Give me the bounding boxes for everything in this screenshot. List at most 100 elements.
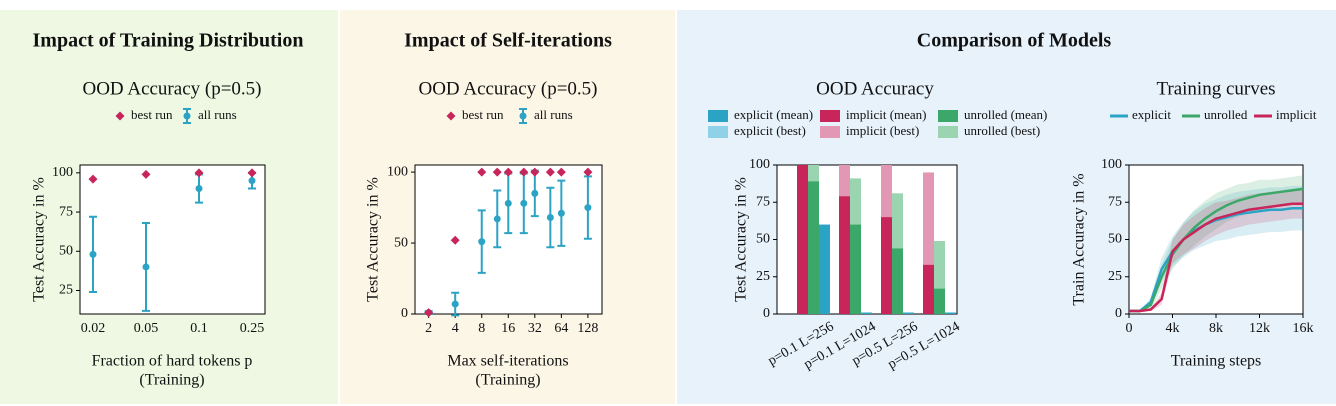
line [1129,202,1303,313]
panel-title: Comparison of Models [917,30,1112,52]
legend-symbol [115,111,125,121]
y-tick-label: 25 [59,283,73,298]
x-tick-label: 0.1 [190,321,208,336]
legend-label: unrolled (mean) [964,107,1047,122]
legend-label: best run [462,107,504,122]
point [557,209,565,217]
bar [850,224,861,314]
point [142,263,150,271]
x-axis-label: Training steps [1171,353,1262,370]
y-tick-label: 25 [1108,269,1122,284]
y-tick-label: 0 [401,306,408,321]
bar [797,165,808,314]
point [531,189,539,197]
legend-label: explicit (best) [734,123,806,138]
point [478,238,486,246]
legend-swatch [708,126,728,138]
x-tick-label: 4k [1166,321,1180,336]
y-tick-label: 50 [59,243,73,258]
legend-swatch [938,126,958,138]
legend-label: implicit (mean) [846,107,927,122]
y-tick-label: 50 [756,232,770,247]
x-tick-label: 16k [1293,321,1314,336]
point [504,199,512,207]
point [450,235,460,245]
point [492,167,502,177]
y-tick-label: 50 [1108,232,1122,247]
y-tick-label: 25 [756,269,770,284]
x-tick-label: 2 [425,321,432,336]
point [477,167,487,177]
x-axis-label: (Training) [475,372,540,389]
bar [923,264,934,314]
chart-title: OOD Accuracy [816,78,934,99]
legend-swatch [708,110,728,122]
x-axis-label: Max self-iterations [447,353,568,370]
y-tick-label: 100 [52,165,73,180]
chart-title: OOD Accuracy (p=0.5) [82,78,261,99]
y-axis-label: Train Accuracy in % [1071,173,1088,305]
bar [945,312,956,314]
legend-label: unrolled (best) [964,123,1040,138]
bar [881,217,892,314]
bar [923,172,934,314]
legend-symbol [183,112,191,120]
point [141,169,151,179]
x-tick-label: 128 [577,321,598,336]
y-tick-label: 75 [1108,194,1122,209]
legend-label: unrolled [1204,107,1248,122]
point [546,214,554,222]
bar [934,288,945,314]
bar [861,312,872,314]
point [424,308,434,318]
legend-symbol [446,111,456,121]
point [556,167,566,177]
point [248,177,256,185]
line [1129,206,1303,313]
x-tick-label: 8k [1209,321,1223,336]
x-tick-label: 0.02 [81,321,106,336]
x-tick-label: 0 [1126,321,1133,336]
y-tick-label: 0 [1115,306,1122,321]
point [584,204,592,212]
plot-area [79,164,266,315]
x-tick-label: 32 [528,321,542,336]
y-axis-label: Test Accuracy in % [31,177,48,302]
point [247,168,257,178]
legend-label: explicit [1132,107,1171,122]
panel-title: Impact of Training Distribution [33,30,304,52]
point [520,199,528,207]
point [583,167,593,177]
x-axis-label: (Training) [139,372,204,389]
legend-swatch [938,110,958,122]
point [493,215,501,223]
point [545,167,555,177]
y-tick-label: 100 [387,164,408,179]
bar [892,248,903,314]
point [194,168,204,178]
point [88,174,98,184]
x-tick-label: 0.25 [240,321,265,336]
point [519,167,529,177]
x-tick-label: 0.05 [134,321,159,336]
chart-title: Training curves [1156,78,1275,99]
legend-swatch [820,110,840,122]
y-tick-label: 0 [763,306,770,321]
legend-symbol [519,112,527,120]
x-tick-label: 4 [452,321,459,336]
y-tick-label: 75 [756,194,770,209]
legend-label: all runs [198,107,237,122]
x-tick-label: 16 [501,321,515,336]
legend-label: best run [131,107,173,122]
error-band [1129,188,1303,312]
y-axis-label: Test Accuracy in % [365,177,382,302]
bar [839,196,850,314]
legend-label: implicit (best) [846,123,919,138]
bar [934,240,945,314]
legend-label: implicit [1276,107,1317,122]
panel-title: Impact of Self-iterations [404,30,612,52]
bar [903,312,914,314]
point [530,167,540,177]
bar [808,181,819,314]
x-tick-label: 12k [1249,321,1270,336]
